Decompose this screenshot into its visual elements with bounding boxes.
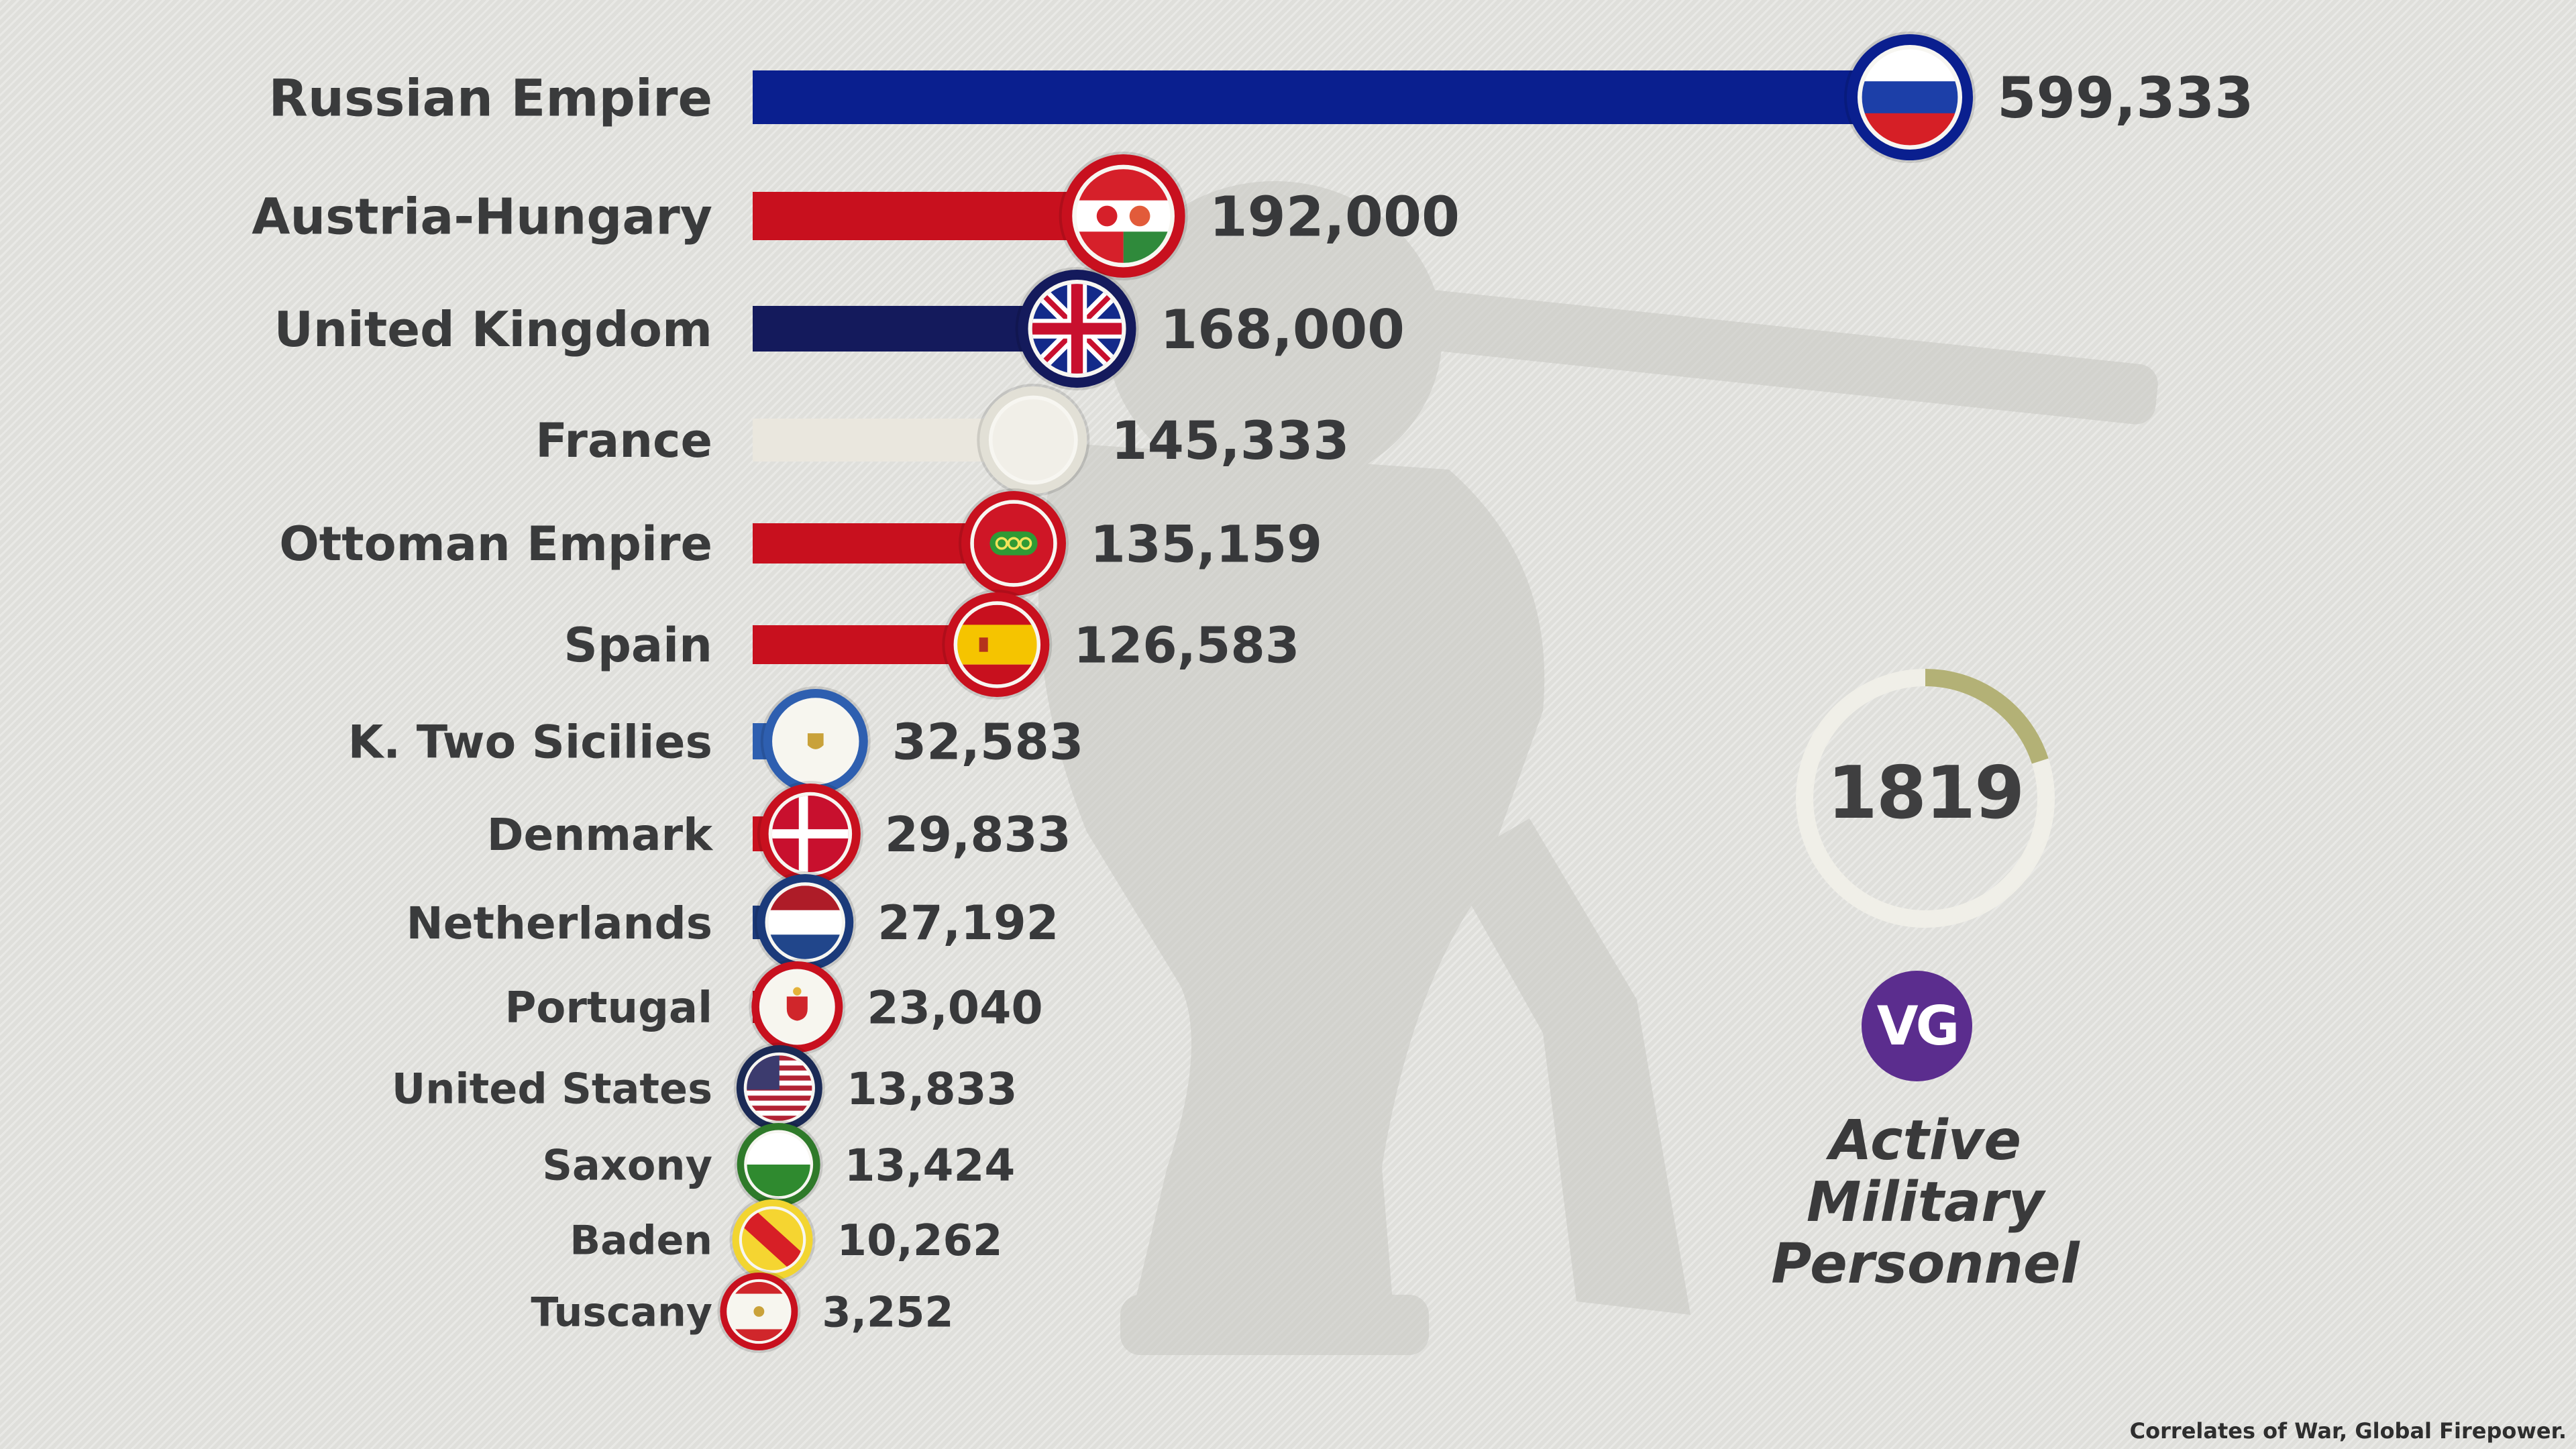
france-flag-icon: [977, 384, 1090, 496]
category-label: Austria-Hungary: [252, 189, 712, 246]
tuscany-flag-icon: [717, 1270, 801, 1353]
bar: [753, 70, 1910, 124]
soldier-silhouette: [1038, 181, 2158, 1355]
value-label: 10,262: [837, 1216, 1003, 1266]
value-label: 135,159: [1090, 514, 1322, 574]
value-label: 32,583: [892, 714, 1084, 771]
value-label: 13,424: [845, 1140, 1016, 1191]
category-label: Ottoman Empire: [279, 517, 712, 572]
year-label: 1819: [1827, 751, 2025, 835]
category-label: United States: [392, 1064, 712, 1113]
bar-row: Baden 10,262: [570, 1197, 1003, 1283]
russia-flag-icon: [1844, 32, 1976, 163]
value-label: 23,040: [867, 981, 1042, 1034]
bar-row: France 145,333: [535, 384, 1350, 496]
ottoman-empire-flag-icon: [959, 488, 1069, 598]
metric-title: Active Military Personnel: [1690, 1110, 2160, 1295]
two-sicilies-flag-icon: [760, 686, 871, 796]
spain-flag-icon: [942, 590, 1053, 700]
united-kingdom-flag-icon: [1015, 267, 1139, 390]
category-label: France: [535, 413, 712, 468]
value-label: 599,333: [1997, 65, 2254, 131]
bar-row: Spain 126,583: [564, 590, 1299, 700]
value-label: 126,583: [1073, 617, 1299, 675]
bar-row: Russian Empire 599,333: [268, 32, 2254, 163]
category-label: Russian Empire: [268, 68, 712, 127]
source-citation: Correlates of War, Global Firepower.: [2129, 1418, 2567, 1444]
value-label: 3,252: [822, 1287, 953, 1336]
category-label: Saxony: [542, 1140, 712, 1189]
austria-hungary-flag-icon: [1059, 152, 1188, 280]
metric-title-line: Active: [1829, 1109, 2021, 1173]
metric-title-line: Military: [1806, 1171, 2045, 1234]
category-label: Netherlands: [406, 898, 712, 949]
bar-row: Saxony 13,424: [542, 1120, 1015, 1209]
baden-flag-icon: [729, 1197, 816, 1283]
category-label: Portugal: [504, 983, 712, 1033]
value-label: 29,833: [885, 806, 1071, 863]
bar-row: K. Two Sicilies 32,583: [348, 686, 1084, 796]
value-label: 13,833: [847, 1063, 1018, 1115]
category-label: United Kingdom: [274, 301, 712, 358]
metric-title-line: Personnel: [1771, 1232, 2080, 1296]
bar-row: Austria-Hungary 192,000: [252, 152, 1460, 280]
bar-row: Denmark 29,833: [487, 781, 1071, 887]
value-label: 192,000: [1210, 186, 1460, 250]
portugal-flag-icon: [749, 959, 846, 1055]
value-label: 27,192: [877, 896, 1059, 951]
bar-row: Netherlands 27,192: [406, 871, 1059, 973]
category-label: Tuscany: [531, 1289, 712, 1336]
category-label: Denmark: [487, 809, 714, 861]
bar-row: Ottoman Empire 135,159: [279, 488, 1322, 598]
bar-row: United Kingdom 168,000: [274, 267, 1405, 390]
vg-logo: VG: [1862, 971, 1972, 1081]
bar-row: Portugal 23,040: [504, 959, 1043, 1055]
value-label: 145,333: [1111, 411, 1349, 472]
category-label: Baden: [570, 1218, 712, 1265]
netherlands-flag-icon: [754, 871, 857, 973]
saxony-flag-icon: [734, 1120, 823, 1209]
year-progress-ring: [1796, 669, 2055, 928]
category-label: Spain: [564, 618, 712, 673]
ring-progress: [1796, 669, 2055, 928]
value-label: 168,000: [1161, 299, 1405, 361]
denmark-flag-icon: [757, 781, 863, 887]
category-label: K. Two Sicilies: [348, 716, 712, 769]
bar-row: Tuscany 3,252: [531, 1270, 953, 1353]
bar-row: United States 13,833: [392, 1042, 1018, 1134]
bar: [753, 192, 1124, 240]
united-states-flag-icon: [733, 1042, 825, 1134]
